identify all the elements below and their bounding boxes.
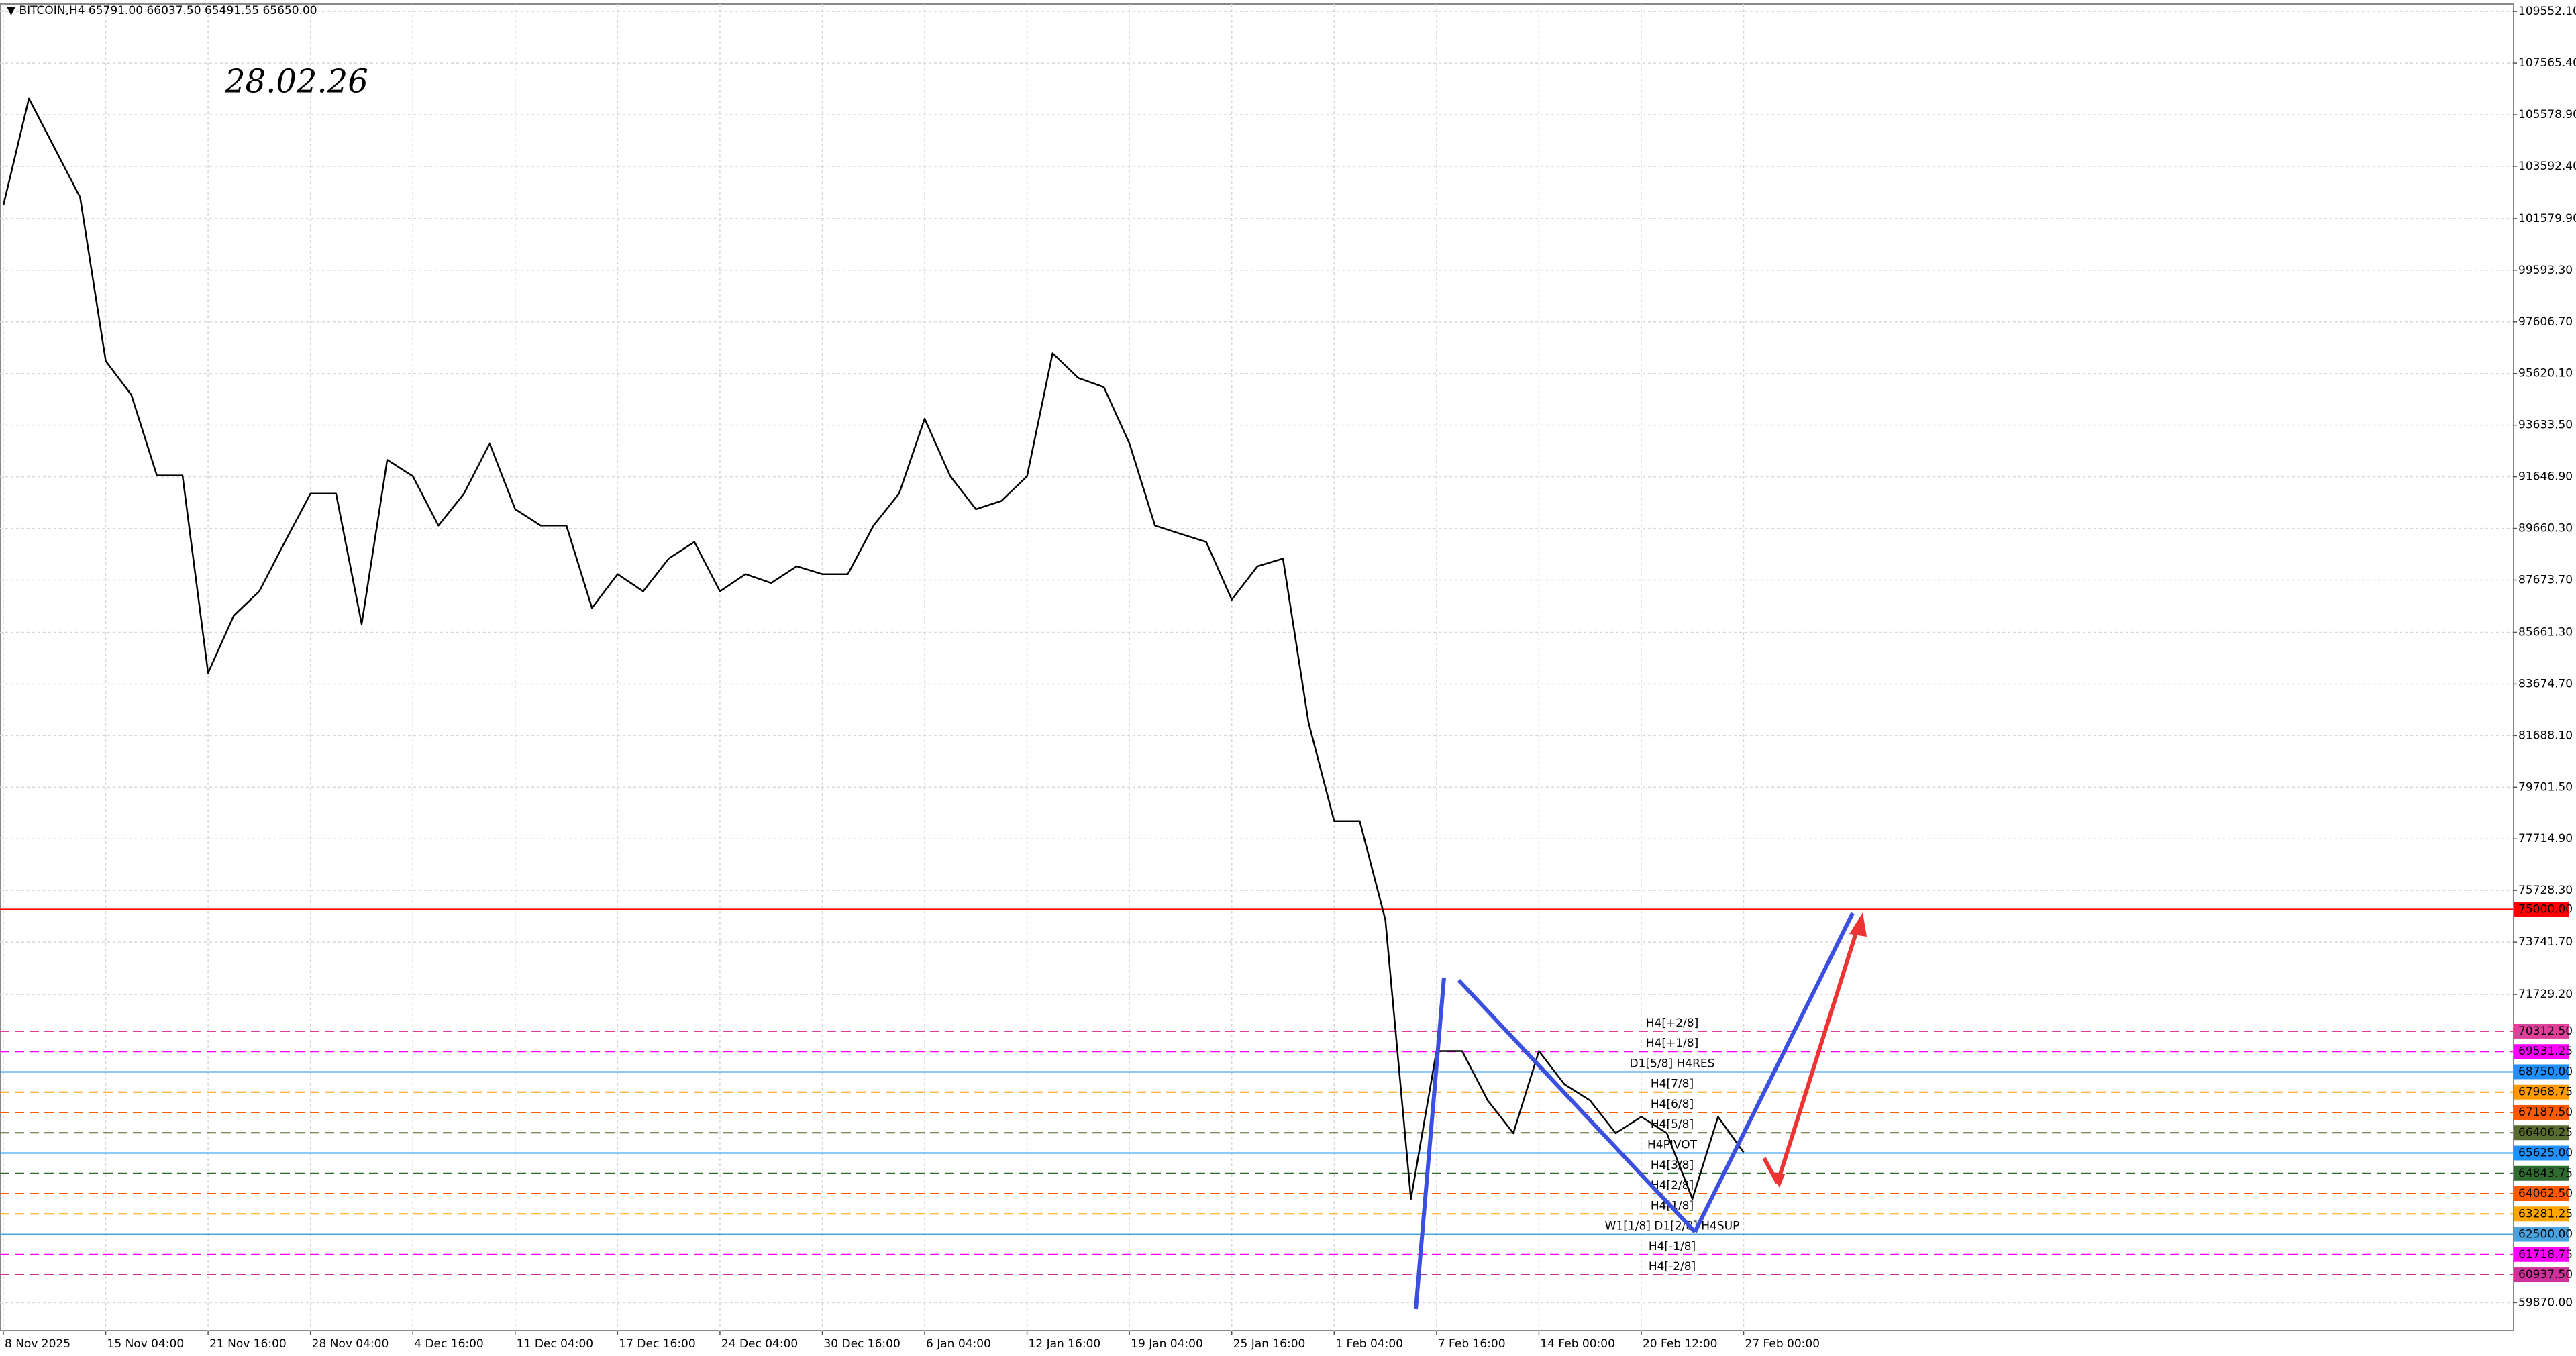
- annotations: [1414, 912, 1867, 1310]
- level-name: H4[-1/8]: [1649, 1240, 1696, 1253]
- x-tick-label: 30 Dec 16:00: [823, 1337, 900, 1351]
- axes: 109552.10 107565.40 105578.90 103592.40 1015…: [3, 5, 2576, 1351]
- level-tag: [2514, 1064, 2569, 1080]
- level-tag-label: 68750.00: [2518, 1065, 2573, 1078]
- level-tag-label: 64062.50: [2518, 1187, 2573, 1200]
- level-tag: [2514, 1247, 2569, 1262]
- series: [2, 97, 1745, 1200]
- level-name: H4[3/8]: [1651, 1159, 1694, 1172]
- x-tick-label: 8 Nov 2025: [5, 1337, 70, 1351]
- y-tick-label: 101579.90: [2518, 212, 2576, 225]
- level-tag: [2514, 902, 2569, 917]
- level-tag: [2514, 1044, 2569, 1059]
- forecast-arrow: [1775, 928, 1859, 1184]
- level-tag-label: 60937.50: [2518, 1268, 2573, 1282]
- level-name: H4[+1/8]: [1646, 1037, 1698, 1050]
- x-tick-label: 15 Nov 04:00: [107, 1337, 185, 1351]
- y-tick-label: 73741.70: [2518, 935, 2573, 949]
- y-tick-label: 107565.40: [2518, 56, 2576, 70]
- y-tick-label: 75728.30: [2518, 884, 2573, 897]
- level-tag-label: 67968.75: [2518, 1086, 2573, 1099]
- level-tag-label: 63281.25: [2518, 1207, 2573, 1220]
- y-tick-label: 99593.30: [2518, 264, 2573, 277]
- level-tag: [2514, 1084, 2569, 1100]
- level-tag-label: 61718.75: [2518, 1248, 2573, 1261]
- wave-line: [1457, 978, 1697, 1234]
- wave-line: [1693, 912, 1855, 1233]
- wave-line: [1414, 977, 1446, 1310]
- y-tick-label: 83674.70: [2518, 677, 2573, 690]
- level-tag: [2514, 1023, 2569, 1039]
- level-tag: [2514, 1227, 2569, 1242]
- x-tick-label: 1 Feb 04:00: [1335, 1337, 1403, 1351]
- level-name: H4PIVOT: [1647, 1138, 1698, 1151]
- level-tag-label: 62500.00: [2518, 1228, 2573, 1241]
- level-tag: [2514, 1206, 2569, 1222]
- level-name: H4[6/8]: [1651, 1098, 1694, 1111]
- x-tick-label: 25 Jan 16:00: [1233, 1337, 1306, 1351]
- arrow-head: [1849, 912, 1867, 937]
- level-tag: [2514, 1186, 2569, 1202]
- x-tick-label: 17 Dec 16:00: [619, 1337, 695, 1351]
- x-tick-label: 27 Feb 00:00: [1745, 1337, 1820, 1351]
- level-tag: [2514, 1165, 2569, 1181]
- y-tick-label: 93633.50: [2518, 419, 2573, 432]
- level-tag: [2514, 1145, 2569, 1161]
- y-tick-label: 89660.30: [2518, 522, 2573, 535]
- x-tick-label: 12 Jan 16:00: [1029, 1337, 1101, 1351]
- y-tick-label: 91646.90: [2518, 470, 2573, 484]
- x-tick-label: 6 Jan 04:00: [926, 1337, 991, 1351]
- level-tag-label: 70312.50: [2518, 1025, 2573, 1038]
- level-name: H4[7/8]: [1651, 1078, 1694, 1091]
- y-tick-label: 109552.10: [2518, 5, 2576, 18]
- y-tick-label: 85661.30: [2518, 625, 2573, 639]
- y-tick-label: 81688.10: [2518, 729, 2573, 742]
- arrow-head: [1769, 1171, 1785, 1188]
- levels: H4[+2/8] H4[+1/8] D1[5/8] H4RES H4[7/8] H4[6…: [0, 908, 2513, 1276]
- chart-header: ▼ BITCOIN,H4 65791.00 66037.50 65491.55 …: [7, 4, 317, 17]
- x-tick-label: 28 Nov 04:00: [312, 1337, 389, 1351]
- y-tick-label: 105578.90: [2518, 108, 2576, 121]
- grid: [0, 4, 2513, 1331]
- x-tick-label: 24 Dec 04:00: [721, 1337, 798, 1351]
- x-tick-label: 20 Feb 12:00: [1643, 1337, 1718, 1351]
- level-name: H4[-2/8]: [1649, 1260, 1696, 1273]
- y-tick-label: 77714.90: [2518, 832, 2573, 845]
- level-name: H4[+2/8]: [1646, 1016, 1698, 1030]
- chart-title: 28.02.26: [224, 63, 368, 101]
- level-tag: [2514, 1267, 2569, 1283]
- level-tag-label: 65625.00: [2518, 1146, 2573, 1159]
- level-name: D1[5/8] H4RES: [1630, 1057, 1715, 1070]
- level-tag-label: 67187.50: [2518, 1106, 2573, 1119]
- y-tick-label: 59870.00: [2518, 1296, 2573, 1309]
- y-tick-label: 97606.70: [2518, 315, 2573, 329]
- x-tick-label: 7 Feb 16:00: [1438, 1337, 1506, 1351]
- level-tag-label: 66406.25: [2518, 1126, 2573, 1139]
- x-tick-label: 21 Nov 16:00: [209, 1337, 287, 1351]
- level-tag-label: 64843.75: [2518, 1167, 2573, 1180]
- level-name: H4[2/8]: [1651, 1179, 1694, 1192]
- level-tag-label: 75000.00: [2518, 902, 2573, 916]
- y-tick-label: 71729.20: [2518, 988, 2573, 1001]
- level-tag-label: 69531.25: [2518, 1045, 2573, 1058]
- y-tick-label: 95620.10: [2518, 367, 2573, 380]
- level-tag: [2514, 1125, 2569, 1141]
- x-tick-label: 14 Feb 00:00: [1540, 1337, 1615, 1351]
- x-tick-label: 4 Dec 16:00: [414, 1337, 484, 1351]
- price-line: [2, 97, 1745, 1200]
- y-tick-label: 103592.40: [2518, 160, 2576, 173]
- x-tick-label: 19 Jan 04:00: [1131, 1337, 1203, 1351]
- plot-frame: [0, 3, 2514, 1331]
- y-tick-label: 79701.50: [2518, 780, 2573, 794]
- y-tick-label: 87673.70: [2518, 574, 2573, 587]
- level-name: W1[1/8] D1[2/8] H4SUP: [1605, 1220, 1740, 1233]
- level-tag: [2514, 1104, 2569, 1120]
- level-name: H4[5/8]: [1651, 1118, 1694, 1131]
- x-tick-label: 11 Dec 04:00: [517, 1337, 593, 1351]
